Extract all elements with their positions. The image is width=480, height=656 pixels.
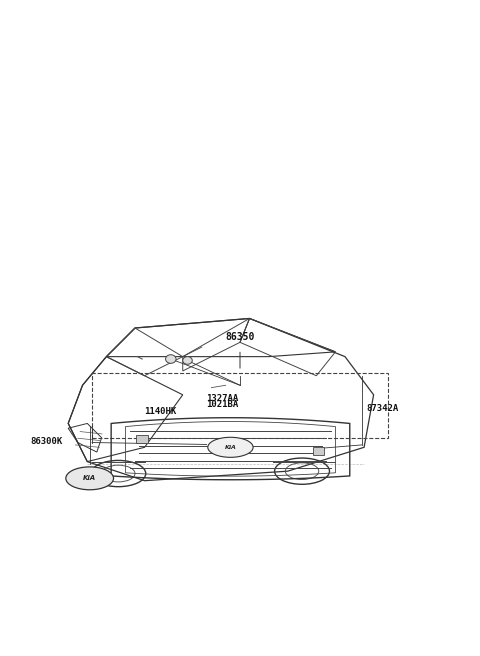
- Ellipse shape: [66, 467, 114, 490]
- Text: 86300K: 86300K: [30, 437, 62, 446]
- Text: 86350: 86350: [225, 333, 255, 342]
- Bar: [136, 435, 148, 443]
- Ellipse shape: [166, 355, 176, 363]
- Text: 1327AA: 1327AA: [206, 394, 239, 403]
- Text: KiA: KiA: [83, 476, 96, 482]
- Bar: [92, 373, 388, 438]
- Bar: [313, 447, 324, 455]
- Text: KiA: KiA: [225, 445, 236, 450]
- Ellipse shape: [183, 357, 192, 364]
- Ellipse shape: [208, 438, 253, 457]
- Text: 1021BA: 1021BA: [206, 400, 239, 409]
- Text: 1140HK: 1140HK: [144, 407, 177, 416]
- Text: 87342A: 87342A: [366, 403, 399, 413]
